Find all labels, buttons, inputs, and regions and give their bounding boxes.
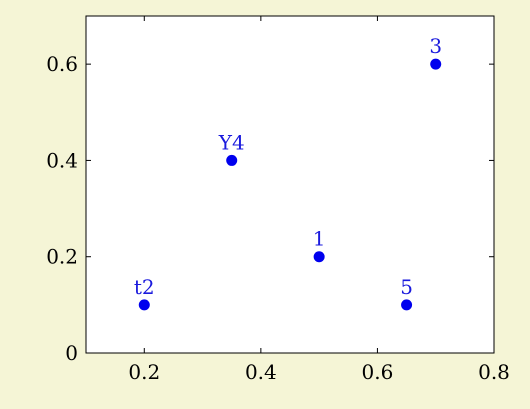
data-point (226, 154, 238, 166)
x-tick-label: 0.2 (128, 360, 160, 384)
y-tick-label: 0 (65, 341, 78, 365)
data-point (401, 299, 413, 311)
x-tick-label: 0.4 (245, 360, 277, 384)
x-tick-label: 0.8 (478, 360, 510, 384)
y-axis-ticks: 0 0.2 0.4 0.6 (46, 52, 494, 365)
data-point-label: t2 (134, 275, 155, 299)
data-point-label: 3 (429, 34, 442, 58)
y-tick-label: 0.6 (46, 52, 78, 76)
data-point-label: 5 (400, 275, 413, 299)
data-point (430, 58, 442, 70)
x-axis-ticks: 0.2 0.4 0.6 0.8 (128, 16, 510, 384)
data-point-label: Y4 (218, 130, 245, 154)
data-point-label: 1 (313, 227, 326, 251)
data-point (313, 251, 325, 263)
y-tick-label: 0.2 (46, 245, 78, 269)
plot-frame (85, 15, 495, 354)
data-points: t2 Y4 1 5 3 (134, 34, 442, 311)
y-tick-label: 0.4 (46, 148, 78, 172)
data-point (138, 299, 150, 311)
x-tick-label: 0.6 (362, 360, 394, 384)
plot-area (86, 16, 494, 353)
